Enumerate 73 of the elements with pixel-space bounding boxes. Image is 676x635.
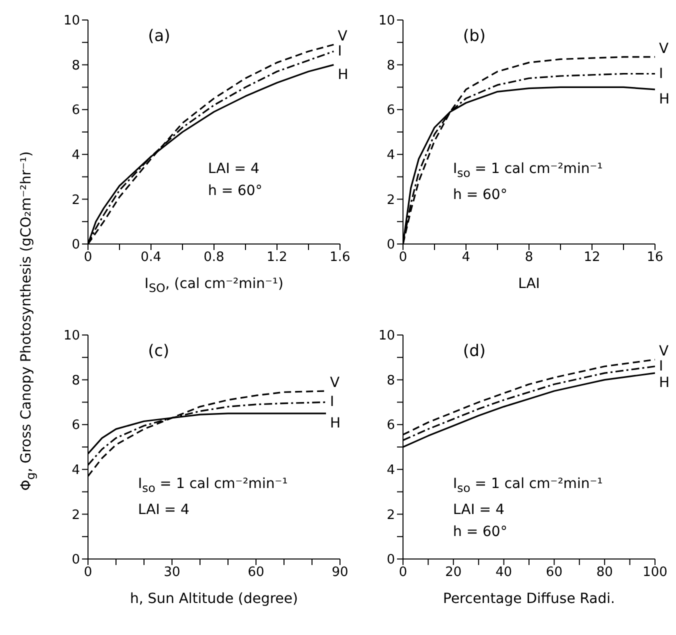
chart-title: (a) xyxy=(148,26,170,45)
annotation: h = 60° xyxy=(208,182,262,201)
x-tick-label: 16 xyxy=(646,250,664,266)
x-tick-label: 0 xyxy=(398,250,408,266)
series-label: H xyxy=(659,91,670,108)
chart-title: (c) xyxy=(148,341,170,360)
annotation: LAI = 4 xyxy=(138,500,190,520)
x-tick-label: 12 xyxy=(584,250,600,266)
x-tick-label: 60 xyxy=(546,565,562,580)
y-tick-label: 2 xyxy=(386,508,395,523)
y-tick-label: 8 xyxy=(72,373,80,388)
x-tick-label: 40 xyxy=(496,565,512,580)
x-tick-label: 0 xyxy=(398,565,408,580)
x-tick-label: 1.2 xyxy=(266,250,288,266)
series-label: H xyxy=(659,375,670,392)
series-label: H xyxy=(338,66,348,83)
series-label: I xyxy=(659,358,664,374)
x-tick-label: 30 xyxy=(164,565,180,580)
y-tick-label: 10 xyxy=(63,328,80,344)
y-tick-label: 10 xyxy=(63,14,80,29)
series-label: V xyxy=(338,28,348,45)
y-tick-label: 0 xyxy=(386,552,395,568)
annotation: I$_{so}$ = 1 cal cm⁻²min⁻¹ xyxy=(453,475,603,497)
x-axis-title: Percentage Diffuse Radi. xyxy=(442,591,616,607)
y-tick-label: 4 xyxy=(386,463,395,478)
series-label: I xyxy=(330,394,334,410)
x-tick-label: 80 xyxy=(596,565,613,580)
x-tick-label: 0 xyxy=(84,565,92,580)
x-tick-label: 90 xyxy=(332,565,348,580)
annotation: LAI = 4 xyxy=(208,160,260,179)
y-tick-label: 0 xyxy=(72,238,80,253)
annotation: h = 60° xyxy=(453,522,508,542)
y-tick-label: 6 xyxy=(386,418,395,434)
y-tick-label: 8 xyxy=(72,58,80,74)
y-tick-label: 6 xyxy=(72,103,80,118)
y-tick-label: 2 xyxy=(386,192,395,208)
x-tick-label: 100 xyxy=(642,565,668,580)
series-label: I xyxy=(659,66,664,82)
y-tick-label: 0 xyxy=(72,552,80,568)
x-axis-title: h, Sun Altitude (degree) xyxy=(129,591,299,607)
y-tick-label: 10 xyxy=(378,14,395,29)
chart-title: (b) xyxy=(463,26,486,45)
x-tick-label: 1.6 xyxy=(330,250,350,266)
annotation: h = 60° xyxy=(453,186,508,205)
x-tick-label: 4 xyxy=(462,250,470,266)
y-tick-label: 10 xyxy=(378,328,395,344)
x-tick-label: 0 xyxy=(84,250,92,266)
y-tick-label: 6 xyxy=(386,103,395,118)
y-tick-label: 6 xyxy=(72,418,80,434)
x-axis-title: I$_{SO}$, (cal cm⁻²min⁻¹) xyxy=(144,276,284,295)
chart-title: (d) xyxy=(463,341,486,360)
series-label: V xyxy=(659,40,669,57)
x-axis-title: LAI xyxy=(517,276,541,292)
x-tick-label: 20 xyxy=(445,565,462,580)
annotation: LAI = 4 xyxy=(453,500,506,520)
x-tick-label: 0.8 xyxy=(204,250,224,266)
series-label: V xyxy=(330,375,340,391)
y-tick-label: 2 xyxy=(72,508,80,523)
x-tick-label: 8 xyxy=(524,250,534,266)
annotation: I$_{so}$ = 1 cal cm⁻²min⁻¹ xyxy=(453,160,603,182)
y-tick-label: 4 xyxy=(72,148,80,164)
series-label: V xyxy=(659,344,669,360)
y-tick-label: 4 xyxy=(386,148,395,164)
x-tick-label: 0.4 xyxy=(140,250,162,266)
x-tick-label: 60 xyxy=(248,565,264,580)
series-label: I xyxy=(338,43,342,60)
y-tick-label: 4 xyxy=(72,463,80,478)
series-label: H xyxy=(330,415,341,432)
y-tick-label: 8 xyxy=(386,373,395,388)
y-tick-label: 2 xyxy=(72,192,80,208)
y-tick-label: 8 xyxy=(386,58,395,74)
annotation: I$_{so}$ = 1 cal cm⁻²min⁻¹ xyxy=(138,475,288,497)
y-tick-label: 0 xyxy=(386,238,395,253)
